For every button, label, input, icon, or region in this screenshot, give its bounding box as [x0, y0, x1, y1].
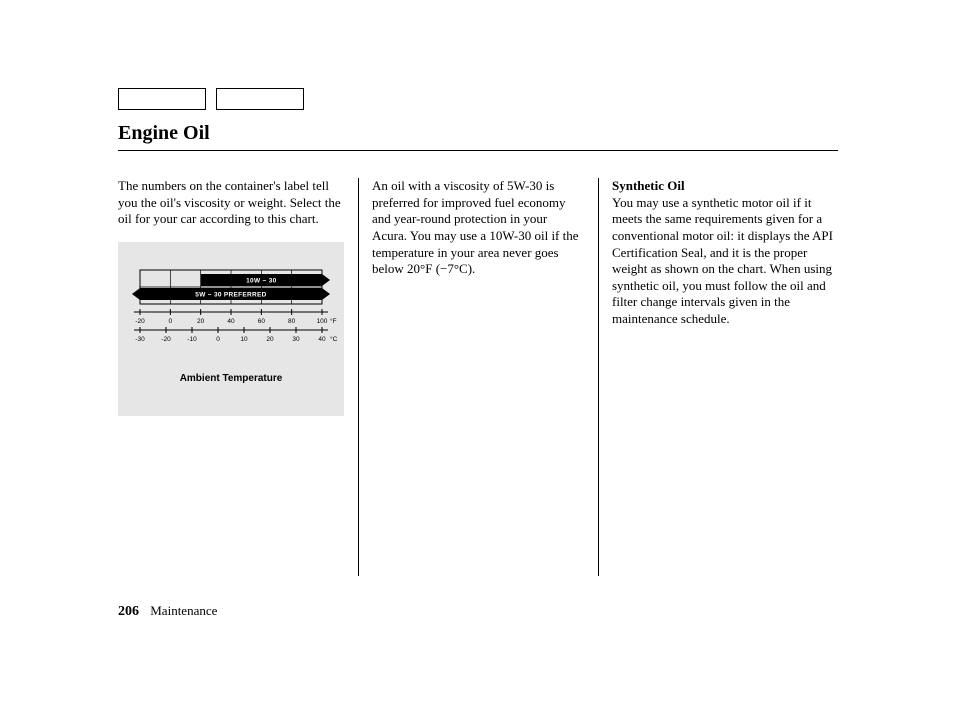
- col3-text: You may use a synthetic motor oil if it …: [612, 195, 838, 328]
- svg-text:5W − 30 PREFERRED: 5W − 30 PREFERRED: [195, 291, 266, 298]
- column-1: The numbers on the container's label tel…: [118, 178, 358, 416]
- svg-text:10W − 30: 10W − 30: [246, 277, 276, 284]
- svg-text:20: 20: [266, 336, 274, 343]
- header-link-boxes: [118, 88, 304, 110]
- svg-text:40: 40: [227, 318, 235, 325]
- viscosity-chart: 10W − 305W − 30 PREFERRED-20020406080100…: [118, 242, 344, 416]
- svg-text:20: 20: [197, 318, 205, 325]
- header-link-box-2: [216, 88, 304, 110]
- page-footer: 206 Maintenance: [118, 603, 217, 620]
- svg-text:-10: -10: [187, 336, 197, 343]
- header-link-box-1: [118, 88, 206, 110]
- column-3: Synthetic Oil You may use a synthetic mo…: [598, 178, 838, 416]
- ambient-temperature-label: Ambient Temperature: [118, 373, 344, 386]
- viscosity-chart-svg: 10W − 305W − 30 PREFERRED-20020406080100…: [118, 242, 344, 416]
- svg-text:-20: -20: [135, 318, 145, 325]
- col2-text: An oil with a viscosity of 5W-30 is pref…: [372, 178, 584, 278]
- columns: The numbers on the container's label tel…: [118, 178, 838, 416]
- svg-text:100: 100: [317, 318, 328, 325]
- svg-text:°C: °C: [330, 335, 338, 343]
- column-2: An oil with a viscosity of 5W-30 is pref…: [358, 178, 598, 416]
- svg-text:0: 0: [216, 336, 220, 343]
- svg-text:60: 60: [258, 318, 266, 325]
- svg-text:°F: °F: [330, 317, 337, 325]
- svg-text:40: 40: [318, 336, 326, 343]
- page-number: 206: [118, 604, 139, 619]
- manual-page: Engine Oil The numbers on the container'…: [0, 0, 954, 710]
- svg-text:-20: -20: [161, 336, 171, 343]
- footer-section: Maintenance: [150, 603, 217, 618]
- svg-text:10: 10: [240, 336, 248, 343]
- col1-text: The numbers on the container's label tel…: [118, 178, 344, 228]
- synthetic-oil-heading: Synthetic Oil: [612, 178, 838, 195]
- svg-text:-30: -30: [135, 336, 145, 343]
- page-title: Engine Oil: [118, 122, 210, 145]
- svg-text:0: 0: [169, 318, 173, 325]
- svg-text:80: 80: [288, 318, 296, 325]
- svg-text:30: 30: [292, 336, 300, 343]
- title-rule: [118, 150, 838, 151]
